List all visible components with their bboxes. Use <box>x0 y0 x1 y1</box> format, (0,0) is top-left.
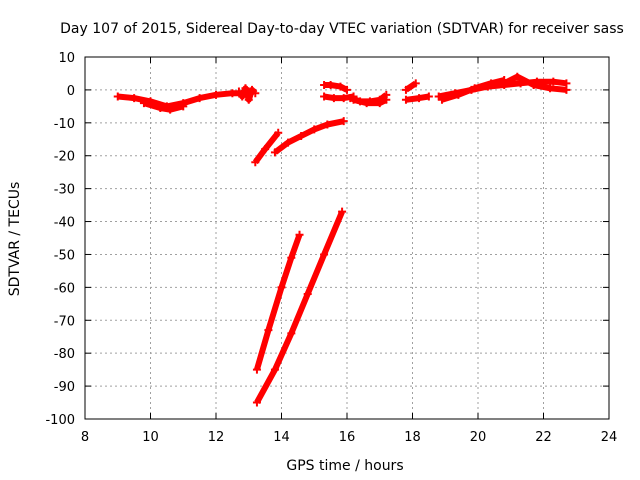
data-point <box>241 84 250 93</box>
y-tick-label: -10 <box>54 117 75 132</box>
y-tick-label: -70 <box>54 314 75 329</box>
data-point <box>411 79 420 88</box>
data-point <box>323 120 332 129</box>
data-point <box>252 365 261 374</box>
data-point <box>287 329 296 338</box>
data-point <box>310 125 319 134</box>
data-point <box>297 131 306 140</box>
data-point <box>251 158 260 167</box>
data-series <box>113 72 571 407</box>
y-tick-label: -90 <box>54 380 75 395</box>
y-tick-label: -30 <box>54 183 75 198</box>
x-axis-label: GPS time / hours <box>286 458 403 474</box>
data-point <box>549 77 558 86</box>
data-point <box>338 207 347 216</box>
y-tick-label: 10 <box>58 51 75 66</box>
data-point <box>415 94 424 103</box>
data-point <box>251 89 260 98</box>
data-point <box>139 99 148 108</box>
data-point <box>179 102 188 111</box>
x-tick-label: 14 <box>273 430 290 445</box>
data-point <box>303 289 312 298</box>
x-tick-label: 12 <box>208 430 225 445</box>
data-point <box>329 94 338 103</box>
data-point <box>113 92 122 101</box>
data-point <box>487 79 496 88</box>
y-tick-label: -60 <box>54 281 75 296</box>
data-point <box>252 398 261 407</box>
data-point <box>424 92 433 101</box>
data-point <box>287 253 296 262</box>
data-point <box>277 283 286 292</box>
grid <box>85 57 609 419</box>
y-tick-label: 0 <box>67 84 75 99</box>
y-tick-label: -40 <box>54 216 75 231</box>
data-point <box>156 104 165 113</box>
series-track-b <box>143 100 185 113</box>
series-track-i <box>352 96 388 107</box>
series-track-d <box>252 130 281 165</box>
y-tick-label: -50 <box>54 248 75 263</box>
data-point <box>454 90 463 99</box>
data-point <box>382 95 391 104</box>
data-point <box>274 128 283 137</box>
data-point <box>130 94 139 103</box>
data-point <box>562 85 571 94</box>
data-point <box>234 87 243 96</box>
series-track-p <box>254 210 345 404</box>
data-point <box>375 99 384 108</box>
data-point <box>513 72 522 81</box>
data-point <box>238 92 247 101</box>
data-point <box>320 92 329 101</box>
x-tick-label: 24 <box>601 430 618 445</box>
data-point <box>195 94 204 103</box>
data-point <box>320 250 329 259</box>
data-point <box>401 85 410 94</box>
series-track-o <box>254 233 303 371</box>
data-point <box>349 95 358 104</box>
data-point <box>166 105 175 114</box>
data-point <box>244 95 253 104</box>
y-axis-label: SDTVAR / TECUs <box>7 182 23 297</box>
data-point <box>270 365 279 374</box>
data-point <box>529 80 538 89</box>
series-track-e <box>273 118 345 155</box>
data-point <box>212 90 220 99</box>
data-point <box>270 148 279 157</box>
data-point <box>284 138 293 147</box>
x-axis: 8 10 12 14 16 18 20 22 24 <box>81 57 617 445</box>
y-tick-label: -20 <box>54 150 75 165</box>
data-point <box>228 89 237 98</box>
data-point <box>470 84 479 93</box>
data-point <box>500 79 509 88</box>
x-tick-label: 8 <box>81 430 89 445</box>
series-track-j <box>404 80 418 93</box>
data-point <box>339 117 348 126</box>
x-tick-label: 16 <box>339 430 356 445</box>
y-tick-label: -100 <box>45 413 75 428</box>
data-point <box>336 82 345 91</box>
data-point <box>437 95 446 104</box>
x-tick-label: 20 <box>470 430 487 445</box>
x-tick-label: 22 <box>535 430 552 445</box>
data-point <box>343 85 351 94</box>
data-point <box>295 230 304 239</box>
data-point <box>401 95 410 104</box>
data-point <box>264 326 273 335</box>
data-point <box>546 84 555 93</box>
data-point <box>362 99 371 108</box>
x-tick-label: 10 <box>142 430 159 445</box>
data-point <box>261 145 270 154</box>
chart-title: Day 107 of 2015, Sidereal Day-to-day VTE… <box>60 21 624 37</box>
data-point <box>326 80 335 89</box>
x-tick-label: 18 <box>404 430 421 445</box>
y-tick-label: -80 <box>54 347 75 362</box>
y-axis: 10 0 -10 -20 -30 -40 -50 -60 -70 -80 -90 -100 <box>45 51 609 428</box>
